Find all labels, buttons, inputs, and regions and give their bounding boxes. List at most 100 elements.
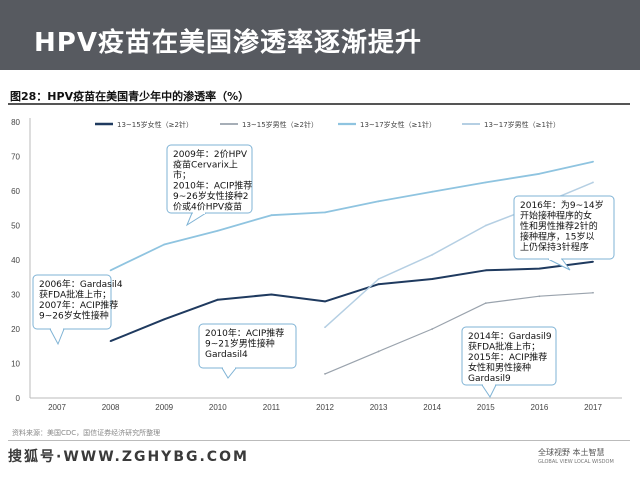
data-point bbox=[270, 293, 273, 296]
data-point bbox=[324, 326, 326, 329]
y-tick-label: 20 bbox=[11, 325, 20, 334]
callout-box bbox=[513, 195, 615, 260]
callout-text-line: 2010年：ACIP推荐 bbox=[205, 327, 284, 339]
callout-text-line: 9~26岁女性接种2 bbox=[173, 190, 248, 202]
callout-text-line: 获FDA批准上市； bbox=[39, 289, 111, 301]
data-point bbox=[109, 340, 112, 342]
x-tick-label: 2011 bbox=[263, 403, 281, 412]
annotation-callout: 2016年：为9~14岁开始接种程序的女性和男性推荐2针的接种程序，15岁以上仍… bbox=[513, 195, 615, 271]
x-tick-label: 2015 bbox=[477, 403, 495, 412]
source-note: 资料来源：美国CDC，国信证券经济研究所整理 bbox=[12, 429, 161, 437]
data-point bbox=[163, 318, 166, 321]
data-point bbox=[324, 372, 326, 375]
data-point bbox=[538, 267, 541, 270]
legend-label: 13~17岁女性（≥1针） bbox=[360, 120, 436, 129]
data-point bbox=[592, 291, 594, 294]
watermark: 搜狐号·WWW.ZGHYBG.COM bbox=[8, 449, 249, 465]
callout-text-line: 9~26岁女性接种 bbox=[39, 310, 109, 322]
y-tick-label: 10 bbox=[11, 360, 20, 369]
callout-text-line: 获FDA批准上市； bbox=[468, 341, 540, 353]
slide-header: HPV疫苗在美国渗透率逐渐提升 bbox=[0, 0, 640, 70]
x-tick-label: 2013 bbox=[370, 403, 388, 412]
legend-label: 13~15岁男性（≥2针） bbox=[242, 120, 318, 129]
data-point bbox=[324, 300, 326, 303]
callout-text-line: 2007年：ACIP推荐 bbox=[39, 299, 118, 311]
series-line bbox=[110, 160, 594, 272]
data-point bbox=[431, 278, 434, 280]
data-point bbox=[592, 260, 594, 263]
data-point bbox=[324, 211, 326, 214]
callout-text-line: 疫苗Cervarix上 bbox=[173, 159, 238, 171]
callout-box bbox=[166, 144, 253, 214]
data-point bbox=[538, 172, 541, 175]
callout-box bbox=[32, 274, 112, 330]
callout-text-line: 2016年：为9~14岁 bbox=[520, 199, 604, 211]
data-point bbox=[377, 200, 380, 203]
callout-text-line: 价或4价HPV疫苗 bbox=[173, 201, 242, 213]
slide-title: HPV疫苗在美国渗透率逐渐提升 bbox=[34, 28, 422, 58]
callout-tail bbox=[185, 212, 208, 227]
data-point bbox=[431, 190, 434, 193]
data-point bbox=[431, 253, 434, 256]
y-tick-label: 30 bbox=[11, 291, 20, 300]
data-point bbox=[270, 214, 273, 217]
legend-label: 13~15岁女性（≥2针） bbox=[117, 120, 193, 129]
slogan-chinese: 全球视野 本土智慧 bbox=[538, 448, 605, 457]
callout-tail bbox=[221, 367, 238, 379]
data-point bbox=[484, 181, 487, 184]
chart-title: 图28：HPV疫苗在美国青少年中的渗透率（%） bbox=[10, 90, 250, 103]
data-point bbox=[484, 269, 487, 272]
series-line bbox=[110, 260, 594, 343]
data-point bbox=[377, 283, 380, 286]
caption-divider bbox=[8, 103, 630, 105]
callout-text-line: 9~21岁男性接种 bbox=[205, 338, 275, 350]
x-tick-label: 2017 bbox=[584, 403, 602, 412]
callout-tail bbox=[481, 384, 497, 398]
callout-text-line: 2015年：ACIP推荐 bbox=[468, 351, 547, 363]
data-point bbox=[538, 295, 541, 298]
data-point bbox=[484, 224, 487, 227]
callout-text-line: 上仍保持3针程序 bbox=[520, 241, 589, 253]
data-point bbox=[216, 298, 219, 301]
data-point bbox=[163, 243, 166, 246]
callout-text-line: 性和男性推荐2针的 bbox=[520, 220, 598, 232]
y-tick-label: 50 bbox=[11, 222, 20, 231]
annotation-callout: 2014年：Gardasil9获FDA批准上市；2015年：ACIP推荐女性和男… bbox=[461, 326, 557, 398]
legend-label: 13~17岁男性（≥1针） bbox=[484, 120, 560, 129]
callout-text-line: 接种程序，15岁以 bbox=[520, 231, 594, 243]
annotation-callout: 2006年：Gardasil4获FDA批准上市；2007年：ACIP推荐9~26… bbox=[32, 274, 123, 346]
data-point bbox=[377, 278, 380, 280]
data-point bbox=[216, 229, 219, 232]
series-line bbox=[324, 292, 594, 375]
data-point bbox=[431, 328, 434, 330]
callout-text-line: 女性和男性接种 bbox=[468, 362, 531, 374]
callout-text-line: 2006年：Gardasil4 bbox=[39, 278, 123, 290]
callout-box bbox=[198, 323, 297, 369]
line-chart: 0 10 20 30 40 50 60 70 80 2007 2008 2009 2010 2011 201… bbox=[11, 118, 622, 412]
y-tick-label: 80 bbox=[11, 118, 20, 127]
x-tick-label: 2014 bbox=[423, 403, 441, 412]
y-tick-label: 40 bbox=[11, 256, 20, 265]
y-tick-label: 0 bbox=[16, 394, 21, 403]
x-tick-label: 2016 bbox=[531, 403, 549, 412]
callout-text-line: Gardasil4 bbox=[205, 350, 248, 360]
x-tick-label: 2012 bbox=[316, 403, 334, 412]
data-point bbox=[377, 350, 380, 353]
callout-text-line: 开始接种程序的女 bbox=[520, 210, 592, 222]
callout-text-line: 2009年：2价HPV bbox=[173, 148, 248, 160]
callout-text-line: 市； bbox=[173, 169, 191, 181]
y-tick-label: 60 bbox=[11, 187, 20, 196]
callout-text-line: 2014年：Gardasil9 bbox=[468, 330, 552, 342]
x-tick-label: 2007 bbox=[48, 403, 66, 412]
callout-tail bbox=[49, 328, 65, 346]
x-tick-label: 2009 bbox=[155, 403, 173, 412]
callout-text-line: 2010年：ACIP推荐 bbox=[173, 180, 252, 192]
callout-box bbox=[461, 326, 557, 386]
data-point bbox=[592, 181, 594, 184]
x-tick-label: 2008 bbox=[102, 403, 120, 412]
data-point bbox=[484, 302, 487, 305]
callout-text-line: Gardasil9 bbox=[468, 374, 511, 384]
data-point bbox=[592, 160, 594, 163]
data-point bbox=[109, 269, 112, 272]
